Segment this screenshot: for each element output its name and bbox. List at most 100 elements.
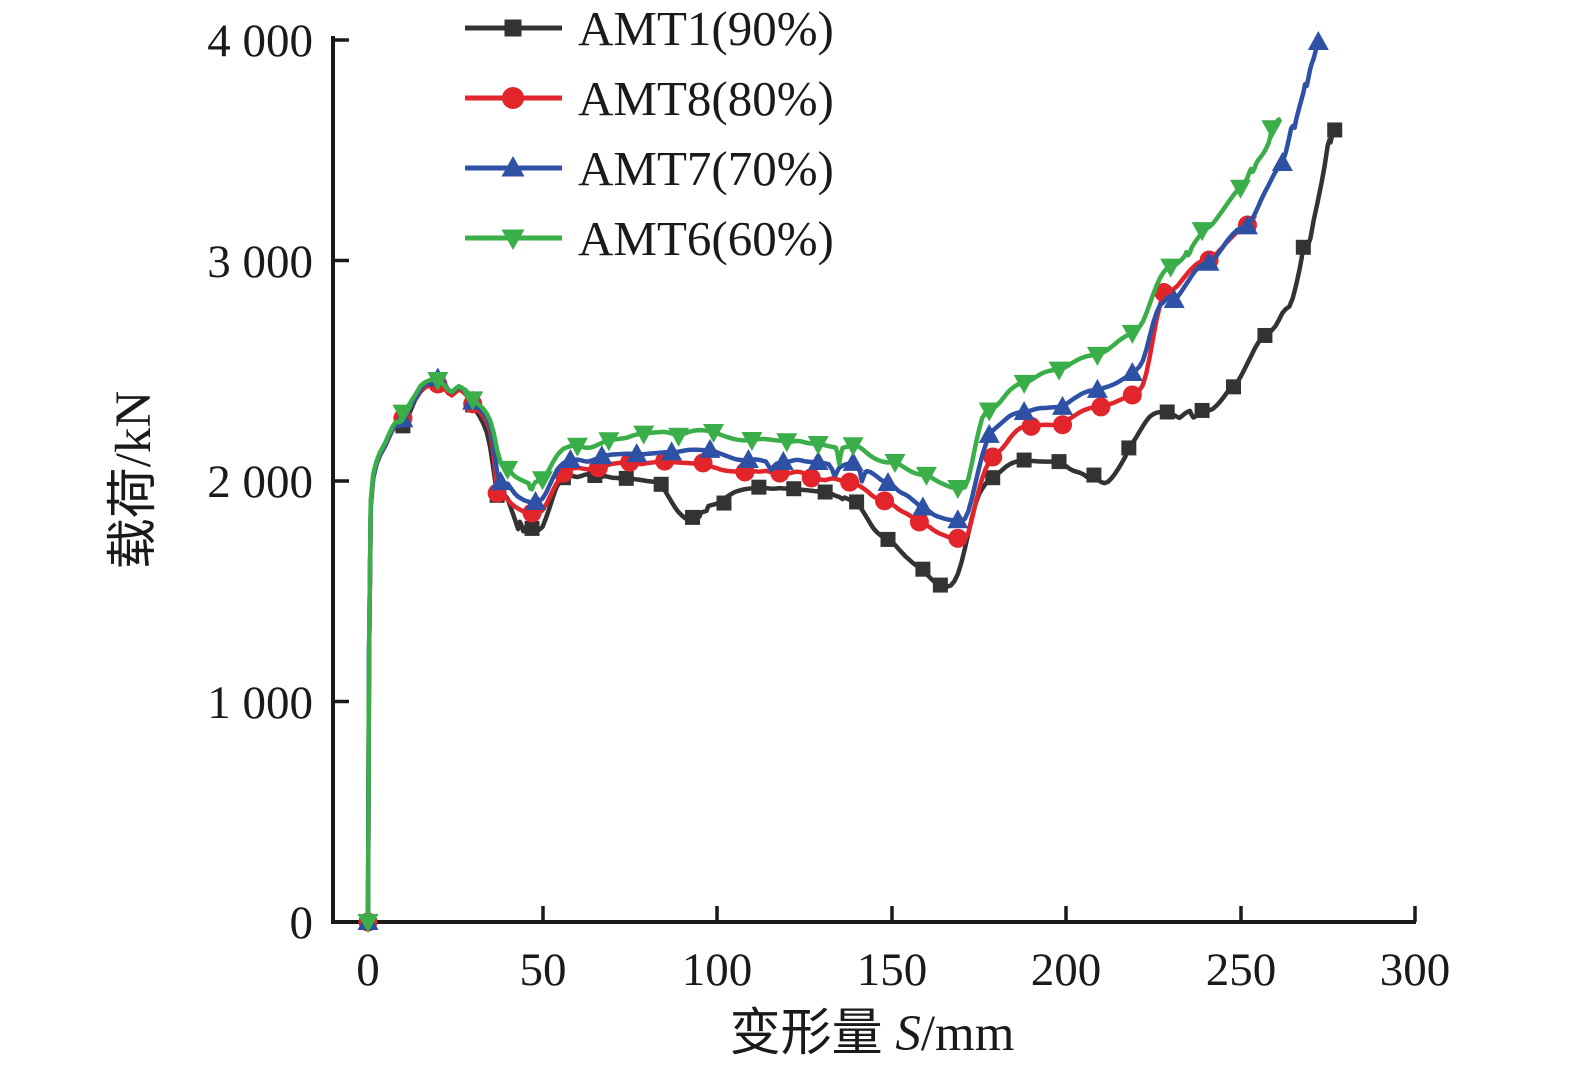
triangle-up-marker xyxy=(490,471,512,491)
x-axis-title: 变形量 S/mm xyxy=(730,1006,1015,1062)
circle-marker xyxy=(1091,397,1111,417)
y-tick-label: 3 000 xyxy=(207,236,313,288)
triangle-up-marker xyxy=(947,509,969,529)
legend-item-amt1: AMT1(90%) xyxy=(465,1,834,56)
legend-item-amt8: AMT8(80%) xyxy=(465,71,834,126)
x-tick-labels: 0 50 100 150 200 250 300 xyxy=(356,944,1450,996)
triangle-down-marker xyxy=(776,433,798,453)
y-axis-title: 载荷/kN xyxy=(106,391,162,570)
triangle-up-marker xyxy=(1013,400,1035,420)
legend-label: AMT1(90%) xyxy=(578,1,834,56)
triangle-down-marker xyxy=(598,432,620,452)
triangle-up-marker xyxy=(737,449,759,469)
x-tick-label: 150 xyxy=(857,944,928,996)
y-tick-label: 1 000 xyxy=(207,677,313,729)
x-tick-label: 50 xyxy=(520,944,567,996)
triangle-down-marker xyxy=(978,402,1000,422)
triangle-down-marker xyxy=(741,431,763,451)
triangle-up-marker xyxy=(525,490,547,510)
square-marker xyxy=(1226,379,1242,395)
triangle-up-marker xyxy=(772,451,794,471)
triangle-down-marker xyxy=(392,404,414,424)
square-marker xyxy=(685,509,701,525)
circle-marker xyxy=(875,491,895,511)
square-marker xyxy=(1327,122,1343,138)
circle-marker xyxy=(1053,415,1073,435)
square-marker xyxy=(1295,239,1311,255)
x-tick-label: 0 xyxy=(356,944,380,996)
series-line xyxy=(365,214,1257,925)
y-tick-label: 2 000 xyxy=(207,456,313,508)
x-tick-label: 300 xyxy=(1380,944,1451,996)
triangle-up-marker xyxy=(1307,30,1329,50)
triangle-up-marker xyxy=(626,443,648,463)
triangle-down-marker xyxy=(1230,179,1251,199)
triangle-down-marker xyxy=(532,471,553,491)
series-line xyxy=(365,117,1282,925)
x-tick-label: 250 xyxy=(1206,944,1277,996)
triangle-up-marker xyxy=(699,438,721,458)
triangle-up-marker xyxy=(1086,378,1108,398)
square-marker xyxy=(985,470,1001,486)
square-marker xyxy=(716,495,732,511)
triangle-up-marker xyxy=(1236,215,1258,235)
circle-marker xyxy=(1021,416,1041,436)
circle-marker xyxy=(948,528,968,548)
series-layer xyxy=(357,30,1343,933)
triangle-down-marker xyxy=(1013,374,1035,394)
circle-marker xyxy=(840,472,860,492)
circle-marker xyxy=(983,447,1003,467)
square-marker xyxy=(1051,454,1067,470)
triangle-down-marker xyxy=(427,372,449,392)
triangle-up-marker xyxy=(661,441,683,461)
triangle-down-marker xyxy=(497,460,519,480)
triangle-down-marker-icon xyxy=(501,229,525,250)
square-marker xyxy=(817,484,833,500)
triangle-up-marker xyxy=(1198,251,1220,271)
triangle-down-marker xyxy=(1086,346,1108,366)
y-tick-label: 4 000 xyxy=(207,15,313,67)
square-marker xyxy=(751,479,767,495)
square-marker-icon xyxy=(504,19,522,37)
legend-item-amt6: AMT6(60%) xyxy=(465,211,834,266)
square-marker xyxy=(1086,467,1102,483)
square-marker xyxy=(880,531,896,547)
legend: AMT1(90%) AMT8(80%) AMT7(70%) AMT6(60%) xyxy=(465,1,834,266)
triangle-up-marker xyxy=(912,496,934,516)
triangle-up-marker xyxy=(1163,288,1185,308)
circle-marker xyxy=(1122,385,1142,405)
y-tick-label: 0 xyxy=(290,897,314,949)
legend-label: AMT8(80%) xyxy=(578,71,834,126)
x-axis-title-variable: S xyxy=(895,1006,921,1062)
triangle-down-marker xyxy=(1191,222,1213,242)
triangle-down-marker xyxy=(1160,258,1182,278)
legend-item-amt7: AMT7(70%) xyxy=(465,141,834,196)
series-AMT8(80%) xyxy=(358,214,1257,932)
triangle-up-marker xyxy=(978,423,1000,443)
square-marker xyxy=(1257,327,1273,343)
triangle-up-marker xyxy=(559,449,581,469)
triangle-down-marker xyxy=(1121,324,1143,344)
square-marker xyxy=(915,561,931,577)
legend-label: AMT6(60%) xyxy=(578,211,834,266)
triangle-down-marker xyxy=(884,454,906,474)
square-marker xyxy=(786,481,802,497)
circle-marker-icon xyxy=(502,87,524,109)
square-marker xyxy=(524,520,540,536)
triangle-up-marker xyxy=(591,445,613,465)
circle-marker xyxy=(801,468,821,488)
x-axis-title-suffix: /mm xyxy=(921,1006,1015,1062)
series-AMT6(60%) xyxy=(357,117,1283,933)
triangle-down-marker xyxy=(357,914,379,933)
circle-marker xyxy=(693,453,713,473)
square-marker xyxy=(849,494,865,510)
square-marker xyxy=(932,577,948,593)
square-marker xyxy=(653,476,669,492)
triangle-up-marker xyxy=(1052,395,1074,415)
y-tick-labels: 0 1 000 2 000 3 000 4 000 xyxy=(207,15,313,949)
triangle-up-marker xyxy=(807,451,829,471)
triangle-down-marker xyxy=(668,427,690,447)
x-tick-label: 200 xyxy=(1031,944,1102,996)
triangle-down-marker xyxy=(842,437,864,457)
